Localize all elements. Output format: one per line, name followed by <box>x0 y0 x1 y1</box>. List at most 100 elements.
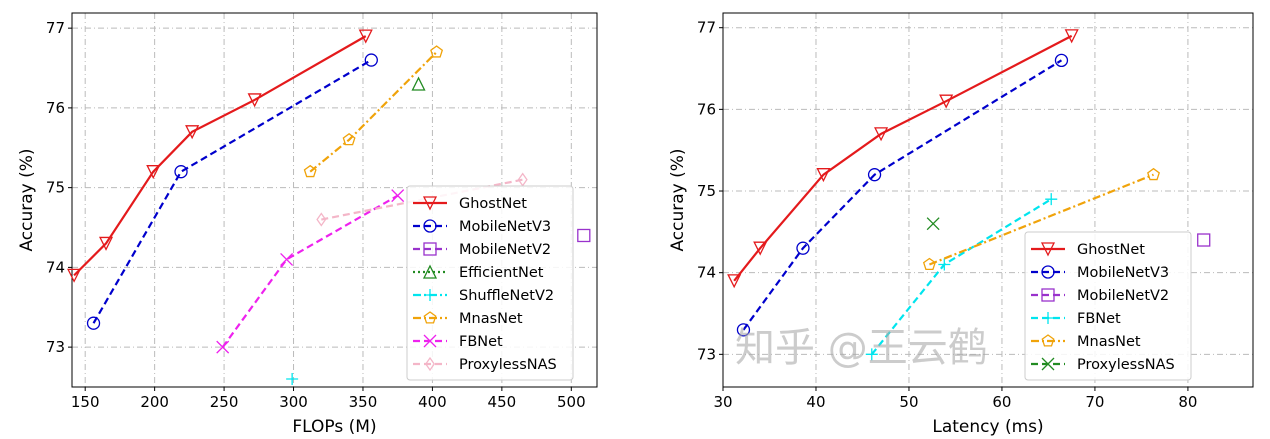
legend-marker <box>1041 265 1055 279</box>
legend-label: GhostNet <box>1077 242 1145 258</box>
legend-label: MnasNet <box>1077 334 1141 350</box>
x-tick-label: 80 <box>1178 393 1197 411</box>
x-tick-label: 400 <box>418 393 447 411</box>
series-proxylessnas <box>926 217 940 231</box>
legend-marker <box>423 334 437 348</box>
y-tick-label: 77 <box>46 19 65 37</box>
series-line <box>870 198 1052 356</box>
data-point <box>146 165 161 180</box>
y-tick-label: 74 <box>46 258 65 276</box>
legend-label: MobileNetV2 <box>1077 288 1169 304</box>
series-ghostnet <box>727 29 1079 289</box>
y-tick-label: 74 <box>697 264 716 282</box>
legend-marker <box>423 242 437 256</box>
axes-frame <box>71 12 598 388</box>
y-tick-label: 76 <box>46 99 65 117</box>
series-fbnet <box>865 193 1058 361</box>
legend-marker <box>1040 242 1056 257</box>
legend-marker <box>423 311 437 324</box>
legend: GhostNet MobileNetV3 MobileNetV2 EfficientN… <box>406 185 574 381</box>
data-point <box>216 340 230 354</box>
data-point <box>411 76 426 91</box>
data-point <box>391 189 405 203</box>
series-line <box>733 34 1073 282</box>
data-point <box>1045 193 1058 206</box>
legend-label: EfficientNet <box>459 265 544 281</box>
data-point <box>736 323 751 337</box>
x-axis-label: FLOPs (M) <box>292 417 376 437</box>
legend-marker <box>1041 288 1055 302</box>
legend-label: FBNet <box>459 334 503 350</box>
series-line <box>73 35 367 277</box>
data-point <box>939 94 954 109</box>
data-point <box>874 127 889 142</box>
x-tick-label: 350 <box>349 393 378 411</box>
legend-label: GhostNet <box>459 196 527 212</box>
y-tick-label: 75 <box>46 179 65 197</box>
data-point <box>303 164 317 178</box>
data-point <box>358 29 373 44</box>
legend-box <box>1024 231 1192 381</box>
legend-marker <box>422 196 438 211</box>
data-point <box>67 268 82 283</box>
data-point <box>174 165 188 179</box>
x-tick-label: 50 <box>899 393 918 411</box>
data-point <box>98 236 114 251</box>
legend-label: MobileNetV3 <box>1077 265 1169 281</box>
series-mnasnet <box>303 45 444 178</box>
legend-marker <box>1041 357 1055 371</box>
legend-label: ProxylessNAS <box>1077 357 1175 373</box>
data-point <box>342 132 356 146</box>
data-point <box>753 241 768 256</box>
data-point <box>1197 233 1211 247</box>
series-mobilenetv2 <box>1197 233 1211 247</box>
series-mobilenetv3 <box>736 53 1069 337</box>
data-point <box>86 316 101 330</box>
legend-label: ProxylessNAS <box>459 357 557 373</box>
data-point <box>286 373 299 386</box>
legend-marker <box>424 289 436 301</box>
legend-marker <box>1042 312 1054 324</box>
data-point <box>1054 53 1069 68</box>
x-tick-label: 70 <box>1085 393 1104 411</box>
data-point <box>577 228 591 243</box>
series-line <box>92 59 372 324</box>
series-line <box>742 59 1063 331</box>
data-point <box>280 252 294 266</box>
x-axis-label: Latency (ms) <box>932 417 1043 437</box>
x-tick-label: 150 <box>71 393 100 411</box>
data-point <box>364 53 378 67</box>
data-point <box>816 168 831 183</box>
data-point <box>938 258 951 271</box>
data-point <box>316 212 327 227</box>
legend-label: MnasNet <box>459 311 523 327</box>
legend: GhostNet MobileNetV3 MobileNetV2 FBNet MnasN… <box>1024 231 1192 381</box>
data-point <box>1064 29 1079 44</box>
axes-frame <box>722 12 1254 388</box>
data-point <box>247 93 262 108</box>
legend-label: ShuffleNetV2 <box>459 288 554 304</box>
series-mobilenetv3 <box>86 53 378 330</box>
legend-marker <box>425 356 435 372</box>
legend-label: MobileNetV3 <box>459 219 551 235</box>
y-axis-label: Accuray (%) <box>668 148 688 251</box>
series-efficientnet <box>411 76 426 91</box>
x-tick-label: 300 <box>279 393 308 411</box>
x-tick-label: 40 <box>806 393 825 411</box>
data-point <box>185 125 200 140</box>
y-tick-label: 73 <box>697 345 716 363</box>
legend-box <box>406 185 574 381</box>
x-tick-label: 60 <box>992 393 1011 411</box>
y-tick-label: 75 <box>697 182 716 200</box>
data-point <box>796 241 810 255</box>
series-line <box>221 194 399 348</box>
y-tick-label: 77 <box>697 19 716 37</box>
y-tick-label: 73 <box>46 338 65 356</box>
series-shufflenetv2 <box>286 373 299 386</box>
legend-label: FBNet <box>1077 311 1121 327</box>
x-tick-label: 200 <box>140 393 169 411</box>
series-mnasnet <box>922 167 1160 271</box>
data-point <box>865 348 878 361</box>
y-axis-label: Accuray (%) <box>17 148 37 251</box>
